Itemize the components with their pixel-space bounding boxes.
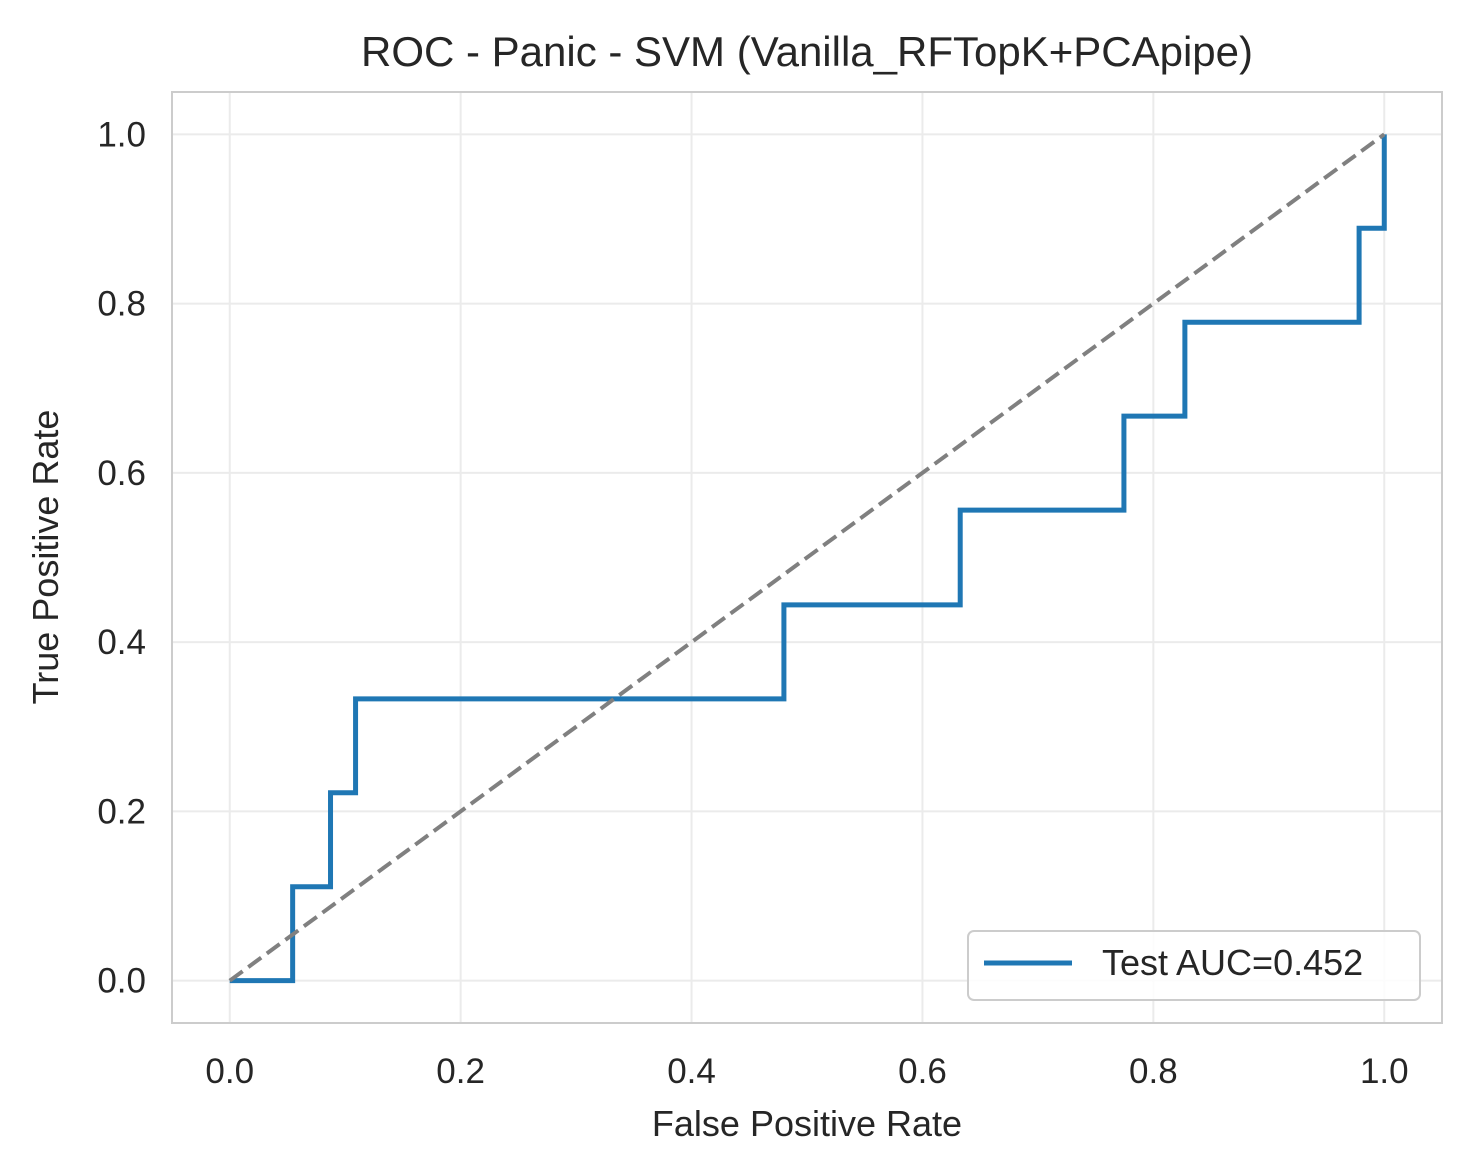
y-tick-label: 1.0 bbox=[97, 115, 146, 154]
tick-labels: 0.0 0.2 0.4 0.6 0.8 1.0 0.0 0.2 0.4 0.6 0.8 1.0 bbox=[97, 115, 1408, 1091]
plot-area-frame bbox=[171, 91, 1443, 1024]
legend: Test AUC=0.452 bbox=[967, 930, 1421, 1001]
x-axis-label: False Positive Rate bbox=[652, 1103, 962, 1144]
y-tick-label: 0.2 bbox=[97, 792, 146, 831]
x-tick-label: 0.2 bbox=[436, 1052, 485, 1091]
roc-curve-line bbox=[229, 134, 1387, 984]
y-tick-label: 0.8 bbox=[97, 285, 146, 324]
x-tick-label: 0.0 bbox=[205, 1052, 254, 1091]
chance-diagonal-line bbox=[228, 132, 1386, 983]
legend-label-test-auc: Test AUC=0.452 bbox=[1102, 942, 1363, 983]
y-axis-label: True Positive Rate bbox=[25, 410, 66, 705]
chart-title: ROC - Panic - SVM (Vanilla_RFTopK+PCApip… bbox=[361, 28, 1253, 75]
y-tick-label: 0.6 bbox=[97, 454, 146, 493]
y-tick-label: 0.0 bbox=[97, 962, 146, 1001]
x-tick-label: 0.8 bbox=[1129, 1052, 1178, 1091]
series-layer bbox=[228, 132, 1387, 984]
x-tick-label: 1.0 bbox=[1360, 1052, 1409, 1091]
x-tick-label: 0.6 bbox=[898, 1052, 947, 1091]
legend-box bbox=[967, 930, 1421, 1001]
x-tick-label: 0.4 bbox=[667, 1052, 716, 1091]
grid bbox=[172, 92, 1442, 1023]
y-tick-label: 0.4 bbox=[97, 623, 146, 662]
